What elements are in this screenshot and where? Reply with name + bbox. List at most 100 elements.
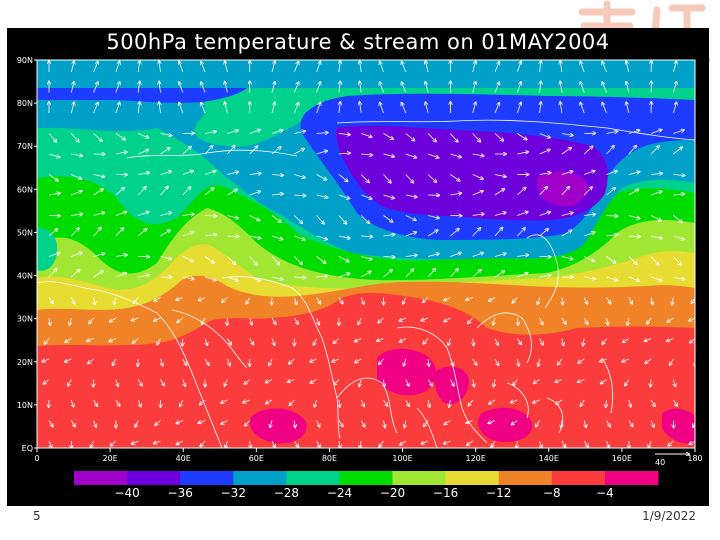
wind-vector [71,154,82,156]
wind-vector [293,440,298,447]
wind-vector [179,62,184,73]
wind-vector [450,174,459,181]
wind-vector [179,82,184,93]
wind-vector [606,256,616,264]
wind-vector [494,228,502,237]
wind-vector [539,317,543,324]
wind-vector [650,192,661,196]
wind-vector [628,190,639,196]
wind-vector [159,61,161,73]
wind-vector [696,400,699,406]
colorbar-swatch [233,471,287,485]
wind-vector [135,420,139,427]
wind-vector [266,379,273,383]
wind-vector [201,103,206,114]
wind-vector [673,102,676,114]
wind-vector [379,440,384,447]
wind-vector [673,130,683,134]
wind-vector [113,358,117,365]
wind-vector [427,133,436,142]
wind-vector [68,379,72,386]
wind-vector [271,276,283,280]
wind-vector [583,338,584,346]
wind-vector [584,214,595,215]
wind-vector [580,103,585,114]
wind-vector [271,61,275,73]
wind-vector [472,102,476,114]
wind-vector [115,82,120,93]
wind-vector [650,256,658,265]
wind-vector [316,215,324,224]
wind-vector [332,359,340,362]
colorbar-swatch [392,471,447,485]
wind-vector [673,215,682,223]
wind-vector [361,256,372,260]
wind-vector [361,133,371,138]
wind-vector [428,358,429,366]
wind-vector [316,62,321,73]
wind-vector [583,440,588,447]
wind-vector [383,153,395,157]
wind-vector [606,235,618,237]
wind-vector [202,317,206,324]
wind-vector [70,61,74,73]
wind-vector [338,194,349,199]
wind-vector [626,82,630,93]
colorbar-label: −8 [543,486,561,500]
wind-vector [93,103,98,114]
wind-vector [650,420,654,427]
wind-vector [65,338,72,343]
wind-vector [48,153,60,157]
wind-vector [491,440,496,447]
wind-vector [472,82,476,93]
wind-vector [227,190,237,196]
wind-vector [227,256,235,265]
wind-vector [182,277,194,279]
wind-vector [225,440,227,448]
wind-vector [338,153,350,154]
wind-vector [650,130,661,134]
wind-vector [606,440,610,447]
wind-vector [580,62,585,73]
wind-vector [177,317,184,322]
wind-vector [360,174,369,183]
wind-vector [606,297,611,304]
wind-vector [383,270,393,278]
wind-vector [48,253,59,257]
wind-vector [338,215,346,224]
map-figure: 500hPa temperature & stream on 01MAY2004 [7,28,709,506]
wind-vector [293,317,298,324]
wind-vector [316,420,320,427]
colorbar-label: −20 [380,486,405,500]
wind-vector [402,62,407,73]
latitude-tick-label: 10N [17,401,33,410]
wind-vector [205,234,216,236]
wind-vector [49,317,50,325]
wind-vector [650,215,661,221]
longitude-tick-label: 20E [102,454,117,463]
wind-vector [560,102,562,114]
wind-vector [271,440,275,447]
wind-vector [540,440,542,448]
wind-vector [182,358,187,365]
wind-vector [93,189,103,196]
colorbar-swatch [445,471,500,485]
wind-vector [383,215,393,222]
latitude-tick-label: 30N [17,315,33,324]
wind-vector [71,174,81,180]
wind-vector [673,276,684,279]
wind-vector [93,62,98,73]
wind-vector [138,399,141,407]
longitude-tick-label: 100E [392,454,412,463]
wind-vector [444,297,451,301]
wind-vector [138,61,140,73]
band-minus40 [536,171,588,207]
wind-vector [377,339,384,342]
wind-vector [155,420,161,426]
wind-vector [71,133,78,142]
wind-vector [561,256,573,260]
wind-vector [628,130,640,134]
wind-vector [204,358,209,365]
wind-vector [494,338,498,345]
wind-vector [648,440,652,448]
